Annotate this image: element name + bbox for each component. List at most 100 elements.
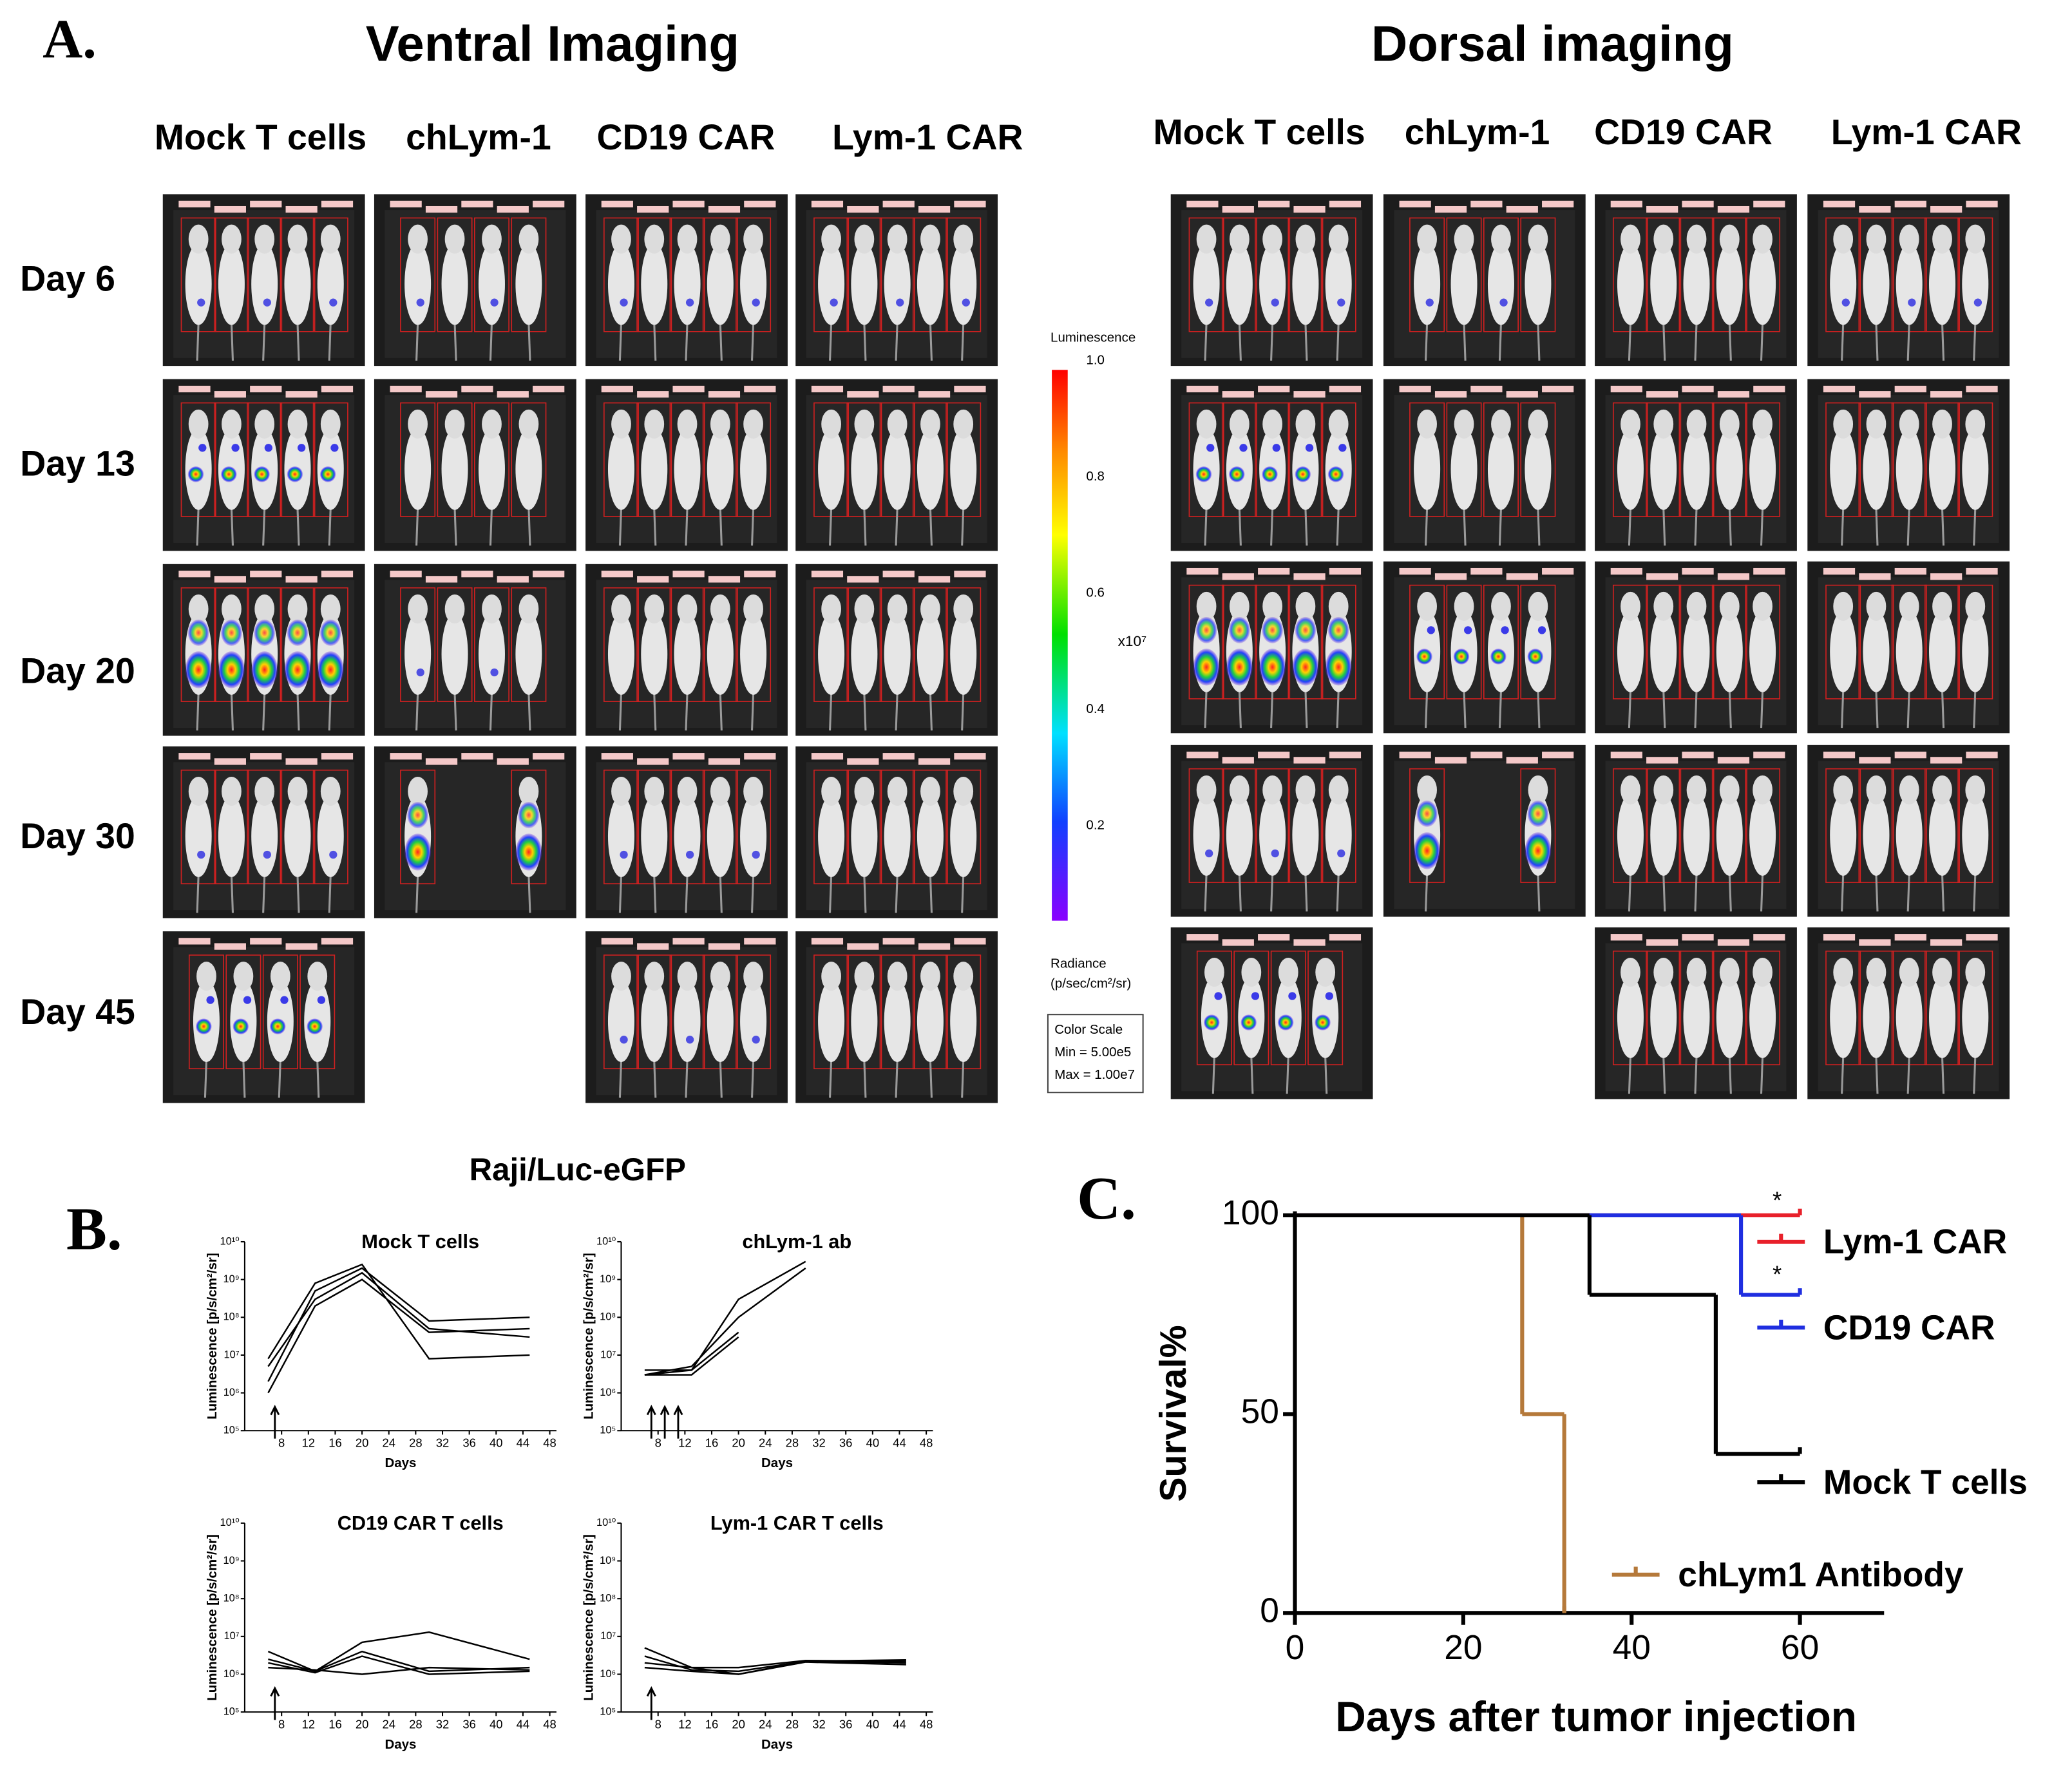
mouse-tail: [1841, 1056, 1845, 1094]
signal: [620, 298, 628, 307]
mouse-tail: [1973, 323, 1977, 361]
roi-label: [178, 938, 211, 945]
x-axis-label: Days after tumor injection: [1335, 1693, 1857, 1740]
mouse-tail: [1628, 690, 1632, 728]
mouse-head: [1196, 409, 1217, 439]
y-axis-label: Luminescence [p/s/cm²/sr]: [582, 1253, 596, 1420]
mouse-head: [743, 409, 763, 439]
mouse-body: [740, 613, 767, 695]
roi-label: [1293, 573, 1326, 580]
signal: [1464, 626, 1472, 634]
imaging-panel: [1807, 379, 2010, 551]
column-header: chLym-1: [1405, 112, 1550, 152]
y-tick-label: 10⁶: [223, 1387, 240, 1398]
roi-label: [1258, 934, 1290, 941]
mouse-tail: [1694, 874, 1698, 912]
mouse-tail: [415, 875, 419, 913]
mouse-head: [1686, 224, 1707, 254]
mouse-body: [641, 613, 668, 695]
mouse-tail: [1694, 508, 1698, 546]
mouse-body: [1650, 428, 1677, 510]
y-tick-label: 10⁵: [223, 1425, 240, 1436]
roi-label: [811, 385, 844, 393]
series-line: [267, 1263, 530, 1360]
imaging-panel: [1383, 561, 1586, 734]
mouse-tail: [750, 323, 755, 361]
roi-label: [1966, 567, 1998, 575]
roi-label: [1646, 391, 1678, 398]
mouse-head: [1899, 224, 1919, 254]
mouse-head: [1686, 775, 1707, 805]
mouse-tail: [328, 875, 332, 913]
mouse-tail: [1425, 874, 1429, 912]
column-header: chLym-1: [406, 117, 551, 157]
y-tick-label: 10⁷: [600, 1630, 616, 1642]
mouse-body: [1683, 976, 1710, 1058]
line-chart: 10⁵ 10⁶ 10⁷ 10⁸ 10⁹ 10¹⁰ 8 12 16 20 24 28 32 36 40 44 48…: [582, 1512, 933, 1752]
signal: [1414, 832, 1441, 869]
mouse-head: [710, 409, 730, 439]
roi-label: [1646, 205, 1678, 213]
mouse-head: [444, 224, 465, 254]
mouse-head: [1753, 409, 1773, 439]
mouse-body: [1863, 793, 1890, 876]
mouse-tail: [653, 508, 657, 546]
mouse-body: [1650, 610, 1677, 692]
mouse-body: [641, 795, 668, 877]
roi-label: [954, 200, 986, 208]
roi-label: [1823, 752, 1856, 759]
roi-label: [214, 758, 246, 765]
mouse-head: [188, 777, 209, 806]
roi-label: [1434, 205, 1467, 213]
roi-label: [882, 753, 915, 760]
chart-title: CD19 CAR T cells: [337, 1512, 504, 1534]
mouse-head: [254, 777, 275, 806]
mouse-tail: [1270, 508, 1274, 546]
mouse-tail: [1941, 690, 1945, 728]
roi-label: [533, 385, 565, 393]
mouse-body: [515, 613, 542, 695]
signal: [1214, 992, 1222, 1000]
x-tick-label: 28: [786, 1718, 799, 1731]
mouse-body: [884, 428, 911, 510]
signal: [243, 996, 252, 1004]
mouse-tail: [1760, 690, 1764, 728]
roi-label: [1966, 385, 1998, 393]
roi-label: [1222, 391, 1254, 398]
y-tick-label: 10⁸: [600, 1311, 616, 1323]
y-tick-label: 10⁶: [223, 1668, 240, 1680]
mouse-tail: [1537, 323, 1541, 361]
mouse-tail: [415, 508, 419, 546]
roi-label: [1894, 567, 1926, 575]
roi-label: [250, 938, 282, 945]
y-tick-label: 10⁹: [600, 1555, 616, 1566]
signal: [330, 444, 339, 452]
signal: [1453, 649, 1470, 665]
signal: [830, 298, 838, 307]
x-tick-label: 24: [382, 1718, 395, 1731]
mouse-tail: [489, 323, 493, 361]
mouse-body: [478, 243, 505, 325]
y-tick-label: 10⁹: [223, 1555, 239, 1566]
roi-label: [954, 385, 986, 393]
mouse-tail: [685, 693, 689, 731]
chart-title: chLym-1 ab: [742, 1230, 851, 1253]
mouse-tail: [863, 508, 867, 546]
mouse-body: [404, 243, 432, 325]
signal: [1325, 649, 1352, 686]
mouse-head: [1932, 224, 1952, 254]
roi-label: [425, 758, 458, 765]
mouse-body: [1896, 976, 1923, 1058]
roi-label: [214, 576, 246, 583]
y-tick-label: 10⁹: [600, 1273, 616, 1285]
mouse-tail: [929, 508, 933, 546]
roi-label: [425, 391, 458, 398]
imaging-panel: [1383, 379, 1586, 551]
mouse-tail: [296, 323, 300, 361]
mouse-head: [644, 777, 665, 806]
mouse-body: [1525, 428, 1552, 510]
mouse-body: [284, 243, 311, 325]
y-tick-label: 100: [1222, 1194, 1279, 1232]
imaging-panel: [1595, 927, 1797, 1099]
roi-label: [1930, 757, 1963, 764]
